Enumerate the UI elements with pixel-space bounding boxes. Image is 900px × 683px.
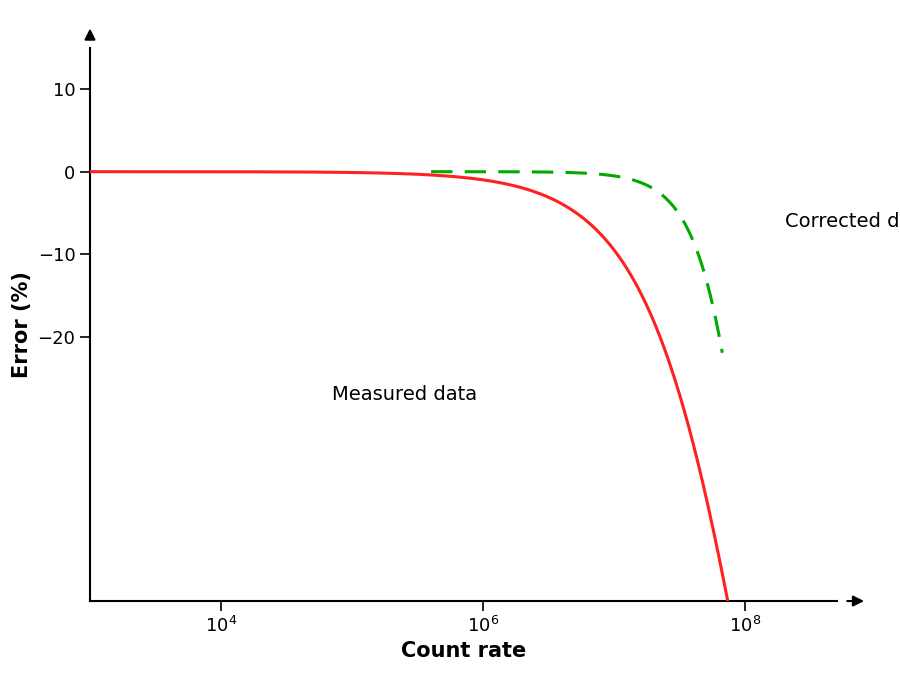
Text: Measured data: Measured data bbox=[332, 385, 477, 404]
X-axis label: Count rate: Count rate bbox=[400, 641, 526, 661]
Text: Corrected data: Corrected data bbox=[785, 212, 900, 231]
Y-axis label: Error (%): Error (%) bbox=[12, 271, 32, 378]
